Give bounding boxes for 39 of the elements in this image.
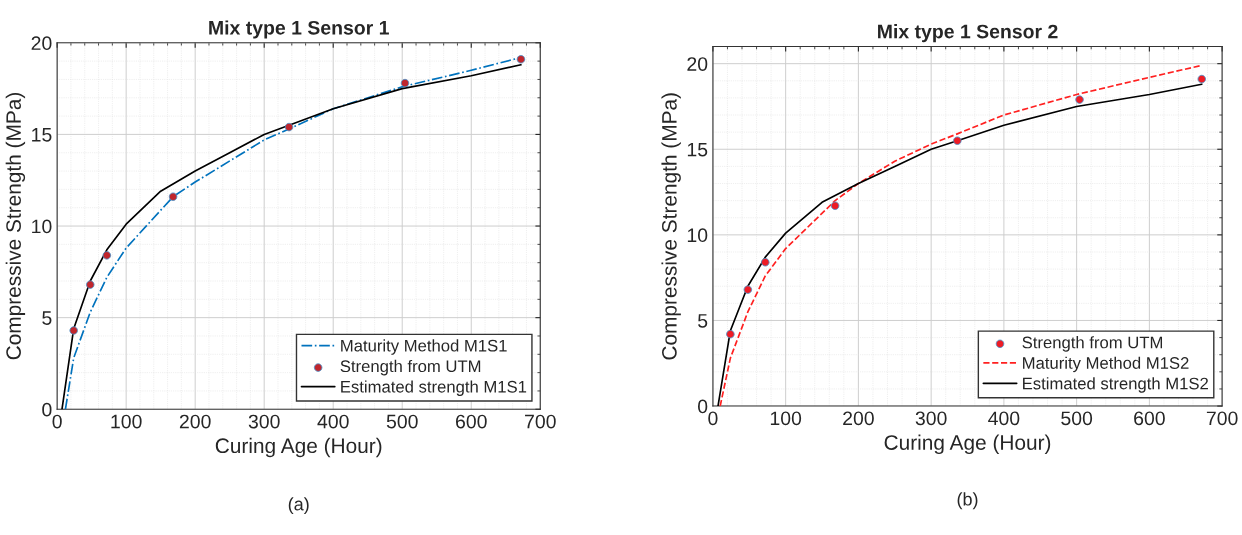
text: (a) xyxy=(288,497,309,515)
y-tick-label: 10 xyxy=(32,219,52,234)
chart-title: Mix type 1 Sensor 2 xyxy=(878,24,1058,43)
x-tick-label: 0 xyxy=(708,411,718,426)
x-tick-label: 500 xyxy=(386,414,418,429)
x-tick-label: 500 xyxy=(1061,411,1093,426)
y-tick-label: 0 xyxy=(697,399,708,414)
chart-title: Mix type 1 Sensor 1 xyxy=(209,20,389,39)
y-tick-label: 5 xyxy=(42,311,52,325)
legend-label: Strength from UTM xyxy=(340,359,481,376)
y-axis-title: Compressive Strength (MPa) xyxy=(5,93,26,360)
y-tick-label: 20 xyxy=(687,57,708,71)
x-axis-title: Curing Age (Hour) xyxy=(215,437,382,458)
x-tick-label: 100 xyxy=(770,411,802,426)
y-axis-title: Compressive Strength (MPa) xyxy=(661,93,681,360)
legend-label: Estimated strength M1S1 xyxy=(341,380,527,396)
legend-label: Strength from UTM xyxy=(1022,336,1163,352)
x-tick-label: 700 xyxy=(525,414,556,429)
y-tick-label: 20 xyxy=(31,36,52,51)
x-tick-label: 300 xyxy=(248,414,280,429)
y-tick-label: 15 xyxy=(32,128,52,142)
x-tick-label: 700 xyxy=(1206,411,1238,426)
x-tick-label: 400 xyxy=(988,411,1020,426)
y-tick-label: 15 xyxy=(687,142,708,157)
legend-label: Estimated strength M1S2 xyxy=(1023,377,1208,393)
x-tick-label: 600 xyxy=(456,414,487,429)
x-tick-label: 600 xyxy=(1134,411,1165,426)
text: (b) xyxy=(957,492,978,510)
x-axis-title: Curing Age (Hour) xyxy=(884,434,1051,455)
y-tick-label: 5 xyxy=(698,314,708,328)
x-tick-label: 300 xyxy=(915,411,947,426)
x-tick-label: 200 xyxy=(179,414,211,429)
y-tick-label: 10 xyxy=(687,228,708,243)
x-tick-label: 100 xyxy=(111,414,142,429)
x-tick-label: 400 xyxy=(317,414,349,429)
legend-label: Maturity Method M1S2 xyxy=(1023,356,1189,373)
legend-label: Maturity Method M1S1 xyxy=(341,339,507,355)
x-tick-label: 0 xyxy=(52,414,62,429)
x-tick-label: 200 xyxy=(843,411,874,426)
